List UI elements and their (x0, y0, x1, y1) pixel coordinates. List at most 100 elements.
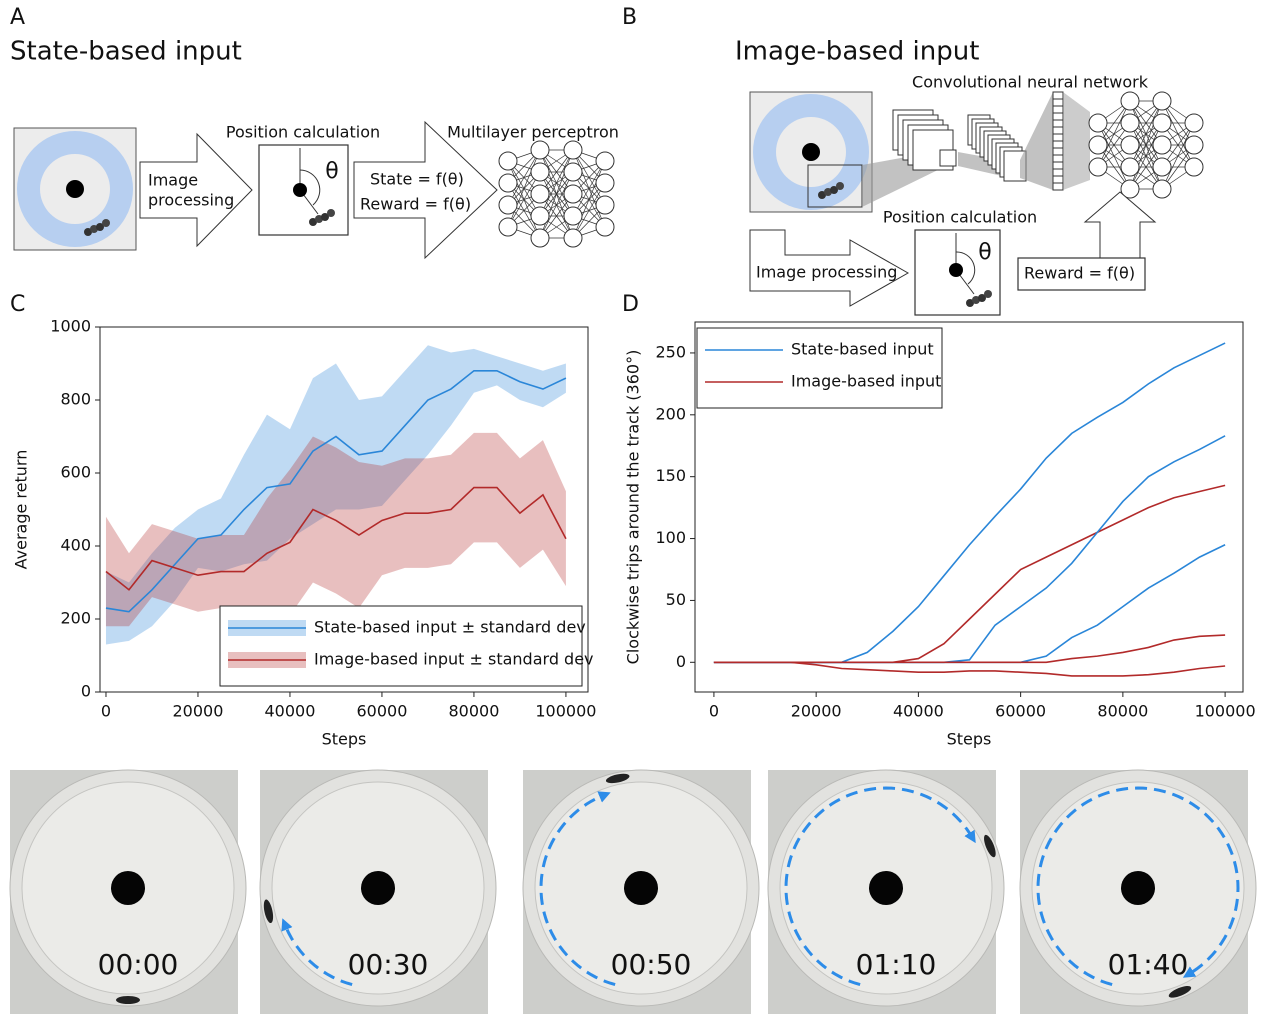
neuron (1185, 136, 1203, 154)
network (499, 141, 614, 247)
x-tick-label: 100000 (535, 702, 596, 721)
panel-title: Image-based input (735, 37, 979, 67)
neuron (564, 185, 582, 203)
x-tick-label: 100000 (1195, 702, 1256, 721)
neuron (1185, 114, 1203, 132)
neuron (1153, 114, 1171, 132)
neuron (1153, 92, 1171, 110)
model-title: Convolutional neural network (912, 73, 1149, 92)
panel-a: A State-based input Image processing Pos… (10, 5, 619, 258)
panel-label: C (10, 292, 25, 317)
neuron (1089, 136, 1107, 154)
series-line (714, 436, 1225, 662)
y-tick-label: 150 (655, 466, 686, 485)
y-tick-label: 0 (81, 682, 91, 701)
kernel (940, 150, 956, 166)
y-tick-label: 200 (60, 609, 91, 628)
legend-label: State-based input (791, 340, 934, 359)
neuron (1089, 114, 1107, 132)
target-dot (111, 871, 145, 905)
neuron (499, 152, 517, 170)
target-dot (293, 183, 307, 197)
neuron (1121, 114, 1139, 132)
step-title: Position calculation (226, 123, 380, 142)
x-tick-label: 40000 (265, 702, 316, 721)
timestamp: 01:10 (856, 948, 937, 981)
y-tick-label: 400 (60, 536, 91, 555)
arrow-text: processing (148, 191, 234, 210)
neuron (564, 207, 582, 225)
x-tick-label: 80000 (448, 702, 499, 721)
neuron (1185, 158, 1203, 176)
timestamp: 00:30 (348, 948, 429, 981)
y-tick-label: 600 (60, 463, 91, 482)
y-tick-label: 250 (655, 342, 686, 361)
connection (1098, 101, 1130, 167)
network (1089, 92, 1203, 198)
y-tick-label: 200 (655, 404, 686, 423)
target-dot (361, 871, 395, 905)
arrow (354, 122, 497, 258)
projection (1063, 92, 1090, 190)
series-line (714, 485, 1225, 662)
panel-label: D (622, 292, 639, 317)
worm (116, 996, 140, 1004)
arrow-text: Image processing (756, 263, 897, 282)
figure: A State-based input Image processing Pos… (0, 0, 1261, 1014)
theta: θ (325, 159, 338, 184)
target-dot (1121, 871, 1155, 905)
x-axis-label: Steps (322, 730, 367, 749)
neuron (1121, 136, 1139, 154)
x-tick-label: 40000 (893, 702, 944, 721)
neuron (1153, 180, 1171, 198)
neuron (596, 152, 614, 170)
reward-text: Reward = f(θ) (1024, 264, 1135, 283)
target-dot (869, 871, 903, 905)
arrow-text: Image (148, 171, 198, 190)
flatten-layer (1053, 92, 1063, 190)
y-tick-label: 100 (655, 528, 686, 547)
neuron (499, 218, 517, 236)
target-dot (802, 143, 820, 161)
neuron (596, 196, 614, 214)
y-tick-label: 0 (676, 652, 686, 671)
neuron (1153, 136, 1171, 154)
neuron (499, 174, 517, 192)
target-dot (624, 871, 658, 905)
neuron (596, 174, 614, 192)
neuron (531, 163, 549, 181)
x-tick-label: 0 (101, 702, 111, 721)
arrow (1085, 192, 1155, 258)
series-line (714, 662, 1225, 676)
panel-b: B Image-based input Convolutional neural… (622, 5, 1203, 315)
y-tick-label: 1000 (50, 317, 91, 336)
neuron (1089, 158, 1107, 176)
x-tick-label: 80000 (1097, 702, 1148, 721)
neuron (564, 163, 582, 181)
neuron (531, 207, 549, 225)
y-tick-label: 50 (666, 590, 686, 609)
y-axis-label: Average return (12, 450, 31, 570)
timestamp: 00:50 (611, 948, 692, 981)
panel-label: A (10, 5, 25, 30)
arrow-text: State = f(θ) (370, 170, 464, 189)
timestamp: 01:40 (1108, 948, 1189, 981)
x-axis-label: Steps (947, 730, 992, 749)
projection (1020, 92, 1053, 190)
neuron (596, 218, 614, 236)
panel-label: B (622, 5, 637, 30)
neuron (499, 196, 517, 214)
legend-label: Image-based input (791, 372, 941, 391)
step-title: Position calculation (883, 208, 1037, 227)
arrow-text: Reward = f(θ) (360, 195, 471, 214)
neuron (1121, 92, 1139, 110)
legend-label: State-based input ± standard dev (314, 618, 586, 637)
theta: θ (978, 240, 991, 265)
x-tick-label: 60000 (995, 702, 1046, 721)
series-line (714, 635, 1225, 662)
x-tick-label: 20000 (173, 702, 224, 721)
neuron (531, 141, 549, 159)
neuron (564, 141, 582, 159)
x-tick-label: 0 (709, 702, 719, 721)
